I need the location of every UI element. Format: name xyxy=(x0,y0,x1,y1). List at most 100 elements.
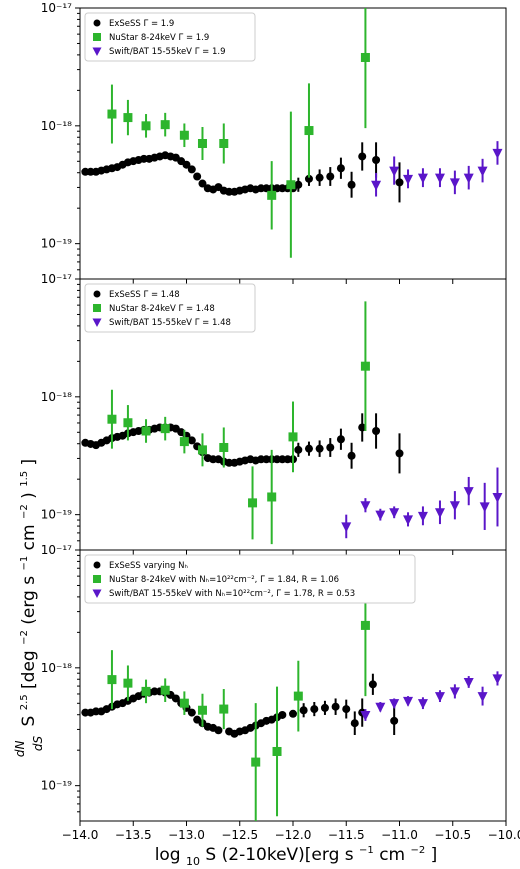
x-axis-label: log 10 S (2-10keV)[erg s −1 cm −2 ] xyxy=(155,838,438,869)
nustar-point xyxy=(197,445,207,455)
legend-marker-nustar xyxy=(93,304,101,312)
x-label-exp2: −2 xyxy=(411,845,426,856)
y-tick-label: 10⁻¹⁷ xyxy=(41,272,72,286)
legend-box xyxy=(84,12,256,62)
exsess-point xyxy=(390,716,399,725)
exsess-point xyxy=(187,708,196,717)
y-label-mid2: (erg s xyxy=(19,576,39,625)
exsess-point xyxy=(171,694,180,703)
exsess-point xyxy=(289,709,297,718)
exsess-point xyxy=(304,174,313,183)
y-tick-label: 10⁻¹⁸ xyxy=(41,390,72,404)
nustar-point xyxy=(123,113,133,123)
legend-marker-bat xyxy=(92,47,102,56)
bat-point xyxy=(492,674,503,685)
legend-marker-exsess xyxy=(93,561,101,569)
x-label-end: ] xyxy=(431,845,438,865)
nustar-point xyxy=(248,498,258,508)
exsess-point xyxy=(336,164,345,173)
bat-point xyxy=(360,501,371,512)
legend-marker-exsess xyxy=(93,290,101,298)
nustar-point xyxy=(160,120,170,130)
y-label-exp4: −2 xyxy=(19,504,30,519)
data-layer xyxy=(81,8,503,258)
bat-point xyxy=(375,702,386,713)
exsess-point xyxy=(315,444,324,453)
exsess-point xyxy=(326,172,335,181)
x-label-exp1: −1 xyxy=(359,845,374,856)
nustar-point xyxy=(107,109,117,119)
panel-1: 10⁻¹⁷ 10⁻¹⁸ 10⁻¹⁹ ExSeSS Γ = 1.9 NuStar 8-24… xyxy=(41,1,507,284)
exsess-point xyxy=(336,435,345,444)
bat-point xyxy=(434,692,445,703)
nustar-point xyxy=(197,705,207,715)
y-tick-label: 10⁻¹⁷ xyxy=(41,1,72,15)
exsess-point xyxy=(331,702,340,711)
y-tick-label: 10⁻¹⁹ xyxy=(41,508,72,522)
nustar-point xyxy=(219,139,229,148)
nustar-point xyxy=(179,437,189,447)
bat-point xyxy=(449,687,460,698)
exsess-point xyxy=(198,179,207,188)
panel-3: 10⁻¹⁷ 10⁻¹⁸ 10⁻¹⁹ ExSeSS varying Nₕ NuStar 8… xyxy=(41,543,507,826)
bat-point xyxy=(403,515,414,526)
exsess-point xyxy=(347,180,356,189)
exsess-point xyxy=(372,426,381,435)
nustar-point xyxy=(219,704,229,714)
bat-point xyxy=(449,178,460,189)
bat-point xyxy=(417,173,428,184)
panels-group: 10⁻¹⁷ 10⁻¹⁸ 10⁻¹⁹ ExSeSS Γ = 1.9 NuStar 8-24… xyxy=(41,1,520,842)
exsess-point xyxy=(304,444,313,453)
y-label-exp5: 1.5 xyxy=(19,471,30,487)
legend-box xyxy=(84,283,256,333)
bat-point xyxy=(371,180,382,191)
nustar-point xyxy=(293,691,303,701)
bat-point xyxy=(463,173,474,184)
y-label-mid: [deg xyxy=(19,650,39,689)
x-tick-label: −13.5 xyxy=(115,828,152,842)
bat-point xyxy=(375,510,386,521)
nustar-point xyxy=(123,418,133,428)
bat-point xyxy=(463,677,474,688)
exsess-point xyxy=(395,449,404,458)
y-axis-label: dN dS S 2.5 [deg −2 (erg s −1 cm −2 ) 1.… xyxy=(9,459,47,757)
y-label-fraction-num: dN xyxy=(13,741,27,758)
exsess-point xyxy=(358,152,367,161)
bat-point xyxy=(417,699,428,710)
bat-point xyxy=(479,502,490,513)
x-label-log: log xyxy=(155,845,181,865)
legend-marker-nustar xyxy=(93,575,101,583)
exsess-point xyxy=(315,173,324,182)
legend-label: ExSeSS varying Nₕ xyxy=(109,561,188,571)
exsess-point xyxy=(350,719,359,728)
exsess-point xyxy=(214,726,223,735)
x-label-mid2: cm xyxy=(379,845,405,865)
exsess-point xyxy=(310,705,319,714)
x-tick-label: −12.5 xyxy=(221,828,258,842)
x-tick-label: −11.0 xyxy=(381,828,418,842)
nustar-point xyxy=(360,52,370,62)
nustar-point xyxy=(251,757,261,767)
nustar-point xyxy=(286,180,296,190)
y-tick-label: 10⁻¹⁹ xyxy=(41,779,72,793)
exsess-point xyxy=(294,445,303,454)
nustar-point xyxy=(160,685,170,695)
bat-point xyxy=(434,173,445,184)
bat-point xyxy=(341,522,352,533)
x-tick-label: −10.5 xyxy=(434,828,471,842)
data-layer xyxy=(81,301,503,545)
exsess-point xyxy=(187,165,196,174)
exsess-point xyxy=(372,155,381,164)
exsess-point xyxy=(294,180,303,189)
bat-point xyxy=(403,696,414,707)
exsess-point xyxy=(278,710,287,719)
nustar-point xyxy=(267,190,277,200)
exsess-point xyxy=(326,443,335,452)
nustar-point xyxy=(141,686,151,696)
x-label-mid: S (2-10keV)[erg s xyxy=(205,845,353,865)
nustar-point xyxy=(288,432,298,442)
y-label-fraction-den: dS xyxy=(31,736,45,752)
panel-2: 10⁻¹⁷ 10⁻¹⁸ 10⁻¹⁹ ExSeSS Γ = 1.48 NuStar 8-2… xyxy=(41,272,507,555)
nustar-point xyxy=(179,698,189,708)
